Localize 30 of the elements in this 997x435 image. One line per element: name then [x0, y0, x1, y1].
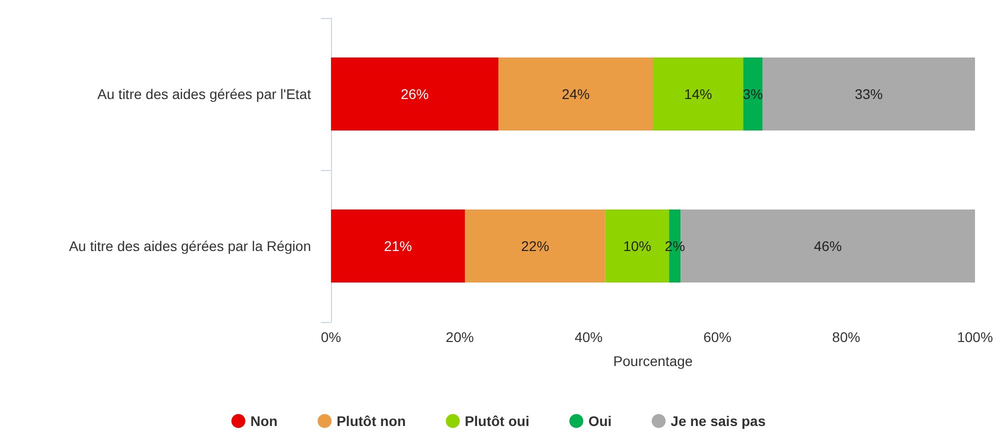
x-tick-label: 100%	[957, 329, 993, 345]
y-tick-label: Au titre des aides gérées par l'Etat	[97, 86, 312, 102]
x-axis-title: Pourcentage	[613, 353, 693, 369]
x-tick-label: 80%	[832, 329, 860, 345]
x-tick-label: 20%	[446, 329, 474, 345]
data-label: 3%	[742, 86, 763, 102]
data-label: 10%	[623, 238, 652, 254]
bar	[762, 58, 975, 130]
bar	[498, 58, 653, 130]
data-label: 14%	[684, 86, 712, 102]
bar	[653, 58, 744, 130]
data-label: 26%	[400, 86, 429, 102]
data-label: 24%	[562, 86, 590, 102]
x-tick-label: 40%	[574, 329, 603, 345]
data-label: 21%	[384, 238, 412, 254]
x-tick-label: 0%	[320, 329, 342, 345]
bar	[464, 210, 606, 282]
data-label: 46%	[814, 238, 842, 254]
data-label: 22%	[521, 238, 550, 254]
legend-label: Je ne sais pas	[670, 413, 766, 429]
legend-label: Non	[250, 413, 278, 429]
x-tick-label: 60%	[703, 329, 732, 345]
data-label: 33%	[854, 86, 883, 102]
y-tick-label: Au titre des aides gérées par la Région	[68, 238, 311, 254]
legend-label: Oui	[588, 413, 612, 429]
bar	[743, 58, 762, 130]
legend-label: Plutôt non	[336, 413, 406, 429]
bar	[331, 58, 498, 130]
legend-label: Plutôt oui	[464, 413, 530, 429]
bar	[331, 210, 465, 282]
